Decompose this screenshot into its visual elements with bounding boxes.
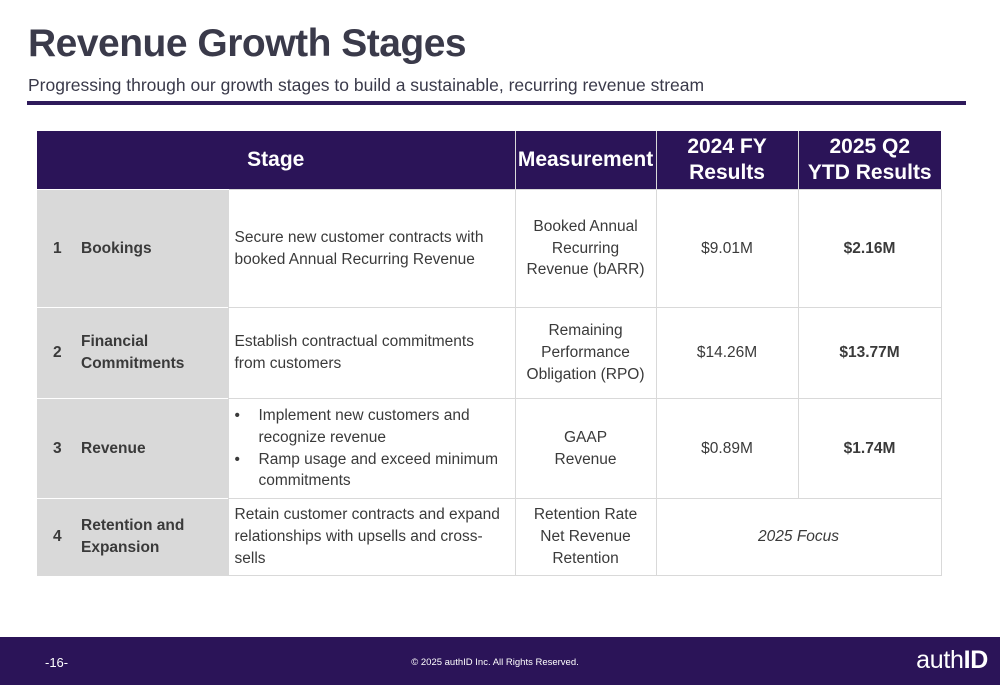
measurement-line: Retention Rate bbox=[533, 506, 638, 524]
header-2025-line1: 2025 Q2 bbox=[829, 134, 911, 158]
stage-description: Secure new customer contracts with booke… bbox=[227, 189, 516, 308]
stage-description: Establish contractual commitments from c… bbox=[227, 307, 516, 399]
footer-bar: -16- © 2025 authID Inc. All Rights Reser… bbox=[0, 637, 1000, 685]
table-row: 1 Bookings Secure new customer contracts… bbox=[37, 189, 942, 308]
stage-name: Bookings bbox=[81, 189, 228, 308]
stage-number: 2 bbox=[37, 307, 81, 399]
authid-logo: authID bbox=[916, 646, 988, 675]
table-row: 4 Retention and Expansion Retain custome… bbox=[37, 498, 942, 576]
measurement-line: GAAP bbox=[563, 428, 608, 446]
stage-measurement: Booked Annual Recurring Revenue (bARR) bbox=[514, 189, 657, 308]
fy2024-result: $0.89M bbox=[655, 398, 799, 499]
header-stage: Stage bbox=[37, 131, 516, 190]
logo-text-regular: auth bbox=[916, 646, 964, 674]
fy2024-result: $9.01M bbox=[655, 189, 799, 308]
stage-measurement: Remaining Performance Obligation (RPO) bbox=[514, 307, 657, 399]
header-2024-fy-results: 2024 FY Results bbox=[655, 131, 799, 190]
logo-text-bold: ID bbox=[963, 646, 989, 674]
stage-description: Retain customer contracts and expand rel… bbox=[227, 498, 516, 576]
stage-number: 4 bbox=[37, 498, 81, 576]
table-row: 2 Financial Commitments Establish contra… bbox=[37, 307, 942, 399]
page-title: Revenue Growth Stages bbox=[28, 22, 467, 65]
ytd2025-result: $13.77M bbox=[797, 307, 942, 399]
stage-number: 1 bbox=[37, 189, 81, 308]
copyright-text: © 2025 authID Inc. All Rights Reserved. bbox=[411, 657, 579, 668]
stage-measurement: Retention Rate Net Revenue Retention bbox=[514, 498, 657, 576]
ytd2025-result: $2.16M bbox=[797, 189, 942, 308]
stage-name: Revenue bbox=[81, 398, 228, 499]
header-2025-q2-ytd-results: 2025 Q2 YTD Results bbox=[797, 131, 942, 190]
stage-description: Implement new customers and recognize re… bbox=[227, 398, 516, 499]
table-row: 3 Revenue Implement new customers and re… bbox=[37, 398, 942, 499]
fy2024-result: $14.26M bbox=[655, 307, 799, 399]
header-2024-line2: Results bbox=[689, 161, 765, 184]
header-2025-line2: YTD Results bbox=[807, 161, 932, 184]
header-2024-line1: 2024 FY bbox=[687, 134, 767, 158]
stage-bullet-list: Implement new customers and recognize re… bbox=[235, 405, 505, 492]
page-number: -16- bbox=[45, 655, 69, 670]
table-header-row: Stage Measurement 2024 FY Results 2025 Q… bbox=[37, 131, 942, 190]
measurement-line: Revenue bbox=[554, 450, 617, 468]
measurement-line: Net Revenue Retention bbox=[540, 528, 631, 567]
bullet-item: Implement new customers and recognize re… bbox=[235, 405, 505, 448]
header-measurement: Measurement bbox=[514, 131, 657, 190]
ytd2025-result: $1.74M bbox=[797, 398, 942, 499]
stage-name: Financial Commitments bbox=[81, 307, 228, 399]
title-divider bbox=[27, 101, 966, 105]
stage-measurement: GAAP Revenue bbox=[514, 398, 657, 499]
stage-number: 3 bbox=[37, 398, 81, 499]
growth-stages-table: Stage Measurement 2024 FY Results 2025 Q… bbox=[37, 131, 942, 576]
page-subtitle: Progressing through our growth stages to… bbox=[28, 75, 705, 95]
focus-note: 2025 Focus bbox=[655, 498, 942, 576]
stage-name: Retention and Expansion bbox=[81, 498, 228, 576]
bullet-item: Ramp usage and exceed minimum commitment… bbox=[235, 449, 505, 492]
